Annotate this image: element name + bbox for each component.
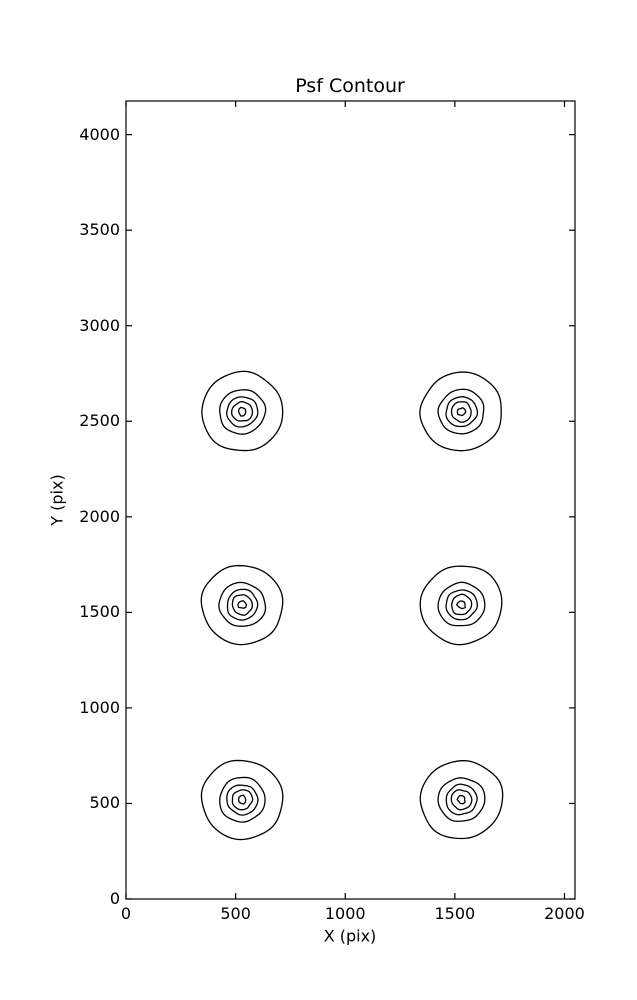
contour-ring (237, 406, 247, 417)
contour-ring (237, 794, 247, 805)
contour-ring (231, 594, 253, 616)
contour-ring (231, 789, 254, 811)
plot-border (125, 100, 576, 900)
x-tick-label: 0 (120, 904, 132, 923)
contour-ring (226, 588, 259, 621)
contour-ring (456, 407, 467, 417)
y-tick-label: 2000 (79, 506, 120, 526)
contour-ring (455, 600, 466, 610)
x-axis-label: X (pix) (323, 926, 377, 946)
y-tick-label: 2500 (79, 411, 120, 431)
contour-ring (200, 564, 284, 646)
contour-ring (445, 396, 479, 428)
contour-ring (237, 600, 248, 609)
x-tick-label: 1000 (324, 904, 366, 923)
contour-ring (226, 784, 259, 816)
contour-ring (218, 581, 267, 627)
y-tick-label: 500 (89, 793, 120, 813)
contour-ring (230, 400, 254, 422)
contour-ring (200, 759, 284, 841)
contour-ring (419, 371, 502, 452)
chart-title: Psf Contour (295, 75, 405, 97)
contour-ring (445, 589, 478, 621)
contour-ring (226, 396, 259, 428)
y-tick-label: 1000 (79, 697, 120, 717)
contour-ring (451, 593, 473, 616)
contour-ring (201, 370, 284, 452)
contour-ring (450, 789, 473, 811)
y-tick-label: 3000 (79, 315, 120, 335)
x-tick-label: 2000 (544, 904, 585, 923)
x-tick-label: 500 (220, 904, 251, 923)
contour-ring (437, 388, 485, 435)
x-tick-label: 1500 (434, 904, 476, 923)
contour-ring (445, 783, 478, 816)
contour-ring (437, 581, 486, 627)
contour-ring (219, 776, 266, 823)
y-tick-label: 3500 (79, 220, 120, 240)
y-tick-label: 4000 (79, 124, 120, 144)
contour-ring (450, 401, 472, 423)
contour-ring (419, 760, 504, 840)
contour-ring (219, 389, 267, 435)
y-tick-label: 0 (109, 889, 120, 908)
y-tick-label: 1500 (79, 602, 120, 622)
contour-ring (419, 565, 503, 646)
contour-ring (437, 777, 486, 822)
contour-ring (456, 794, 466, 805)
